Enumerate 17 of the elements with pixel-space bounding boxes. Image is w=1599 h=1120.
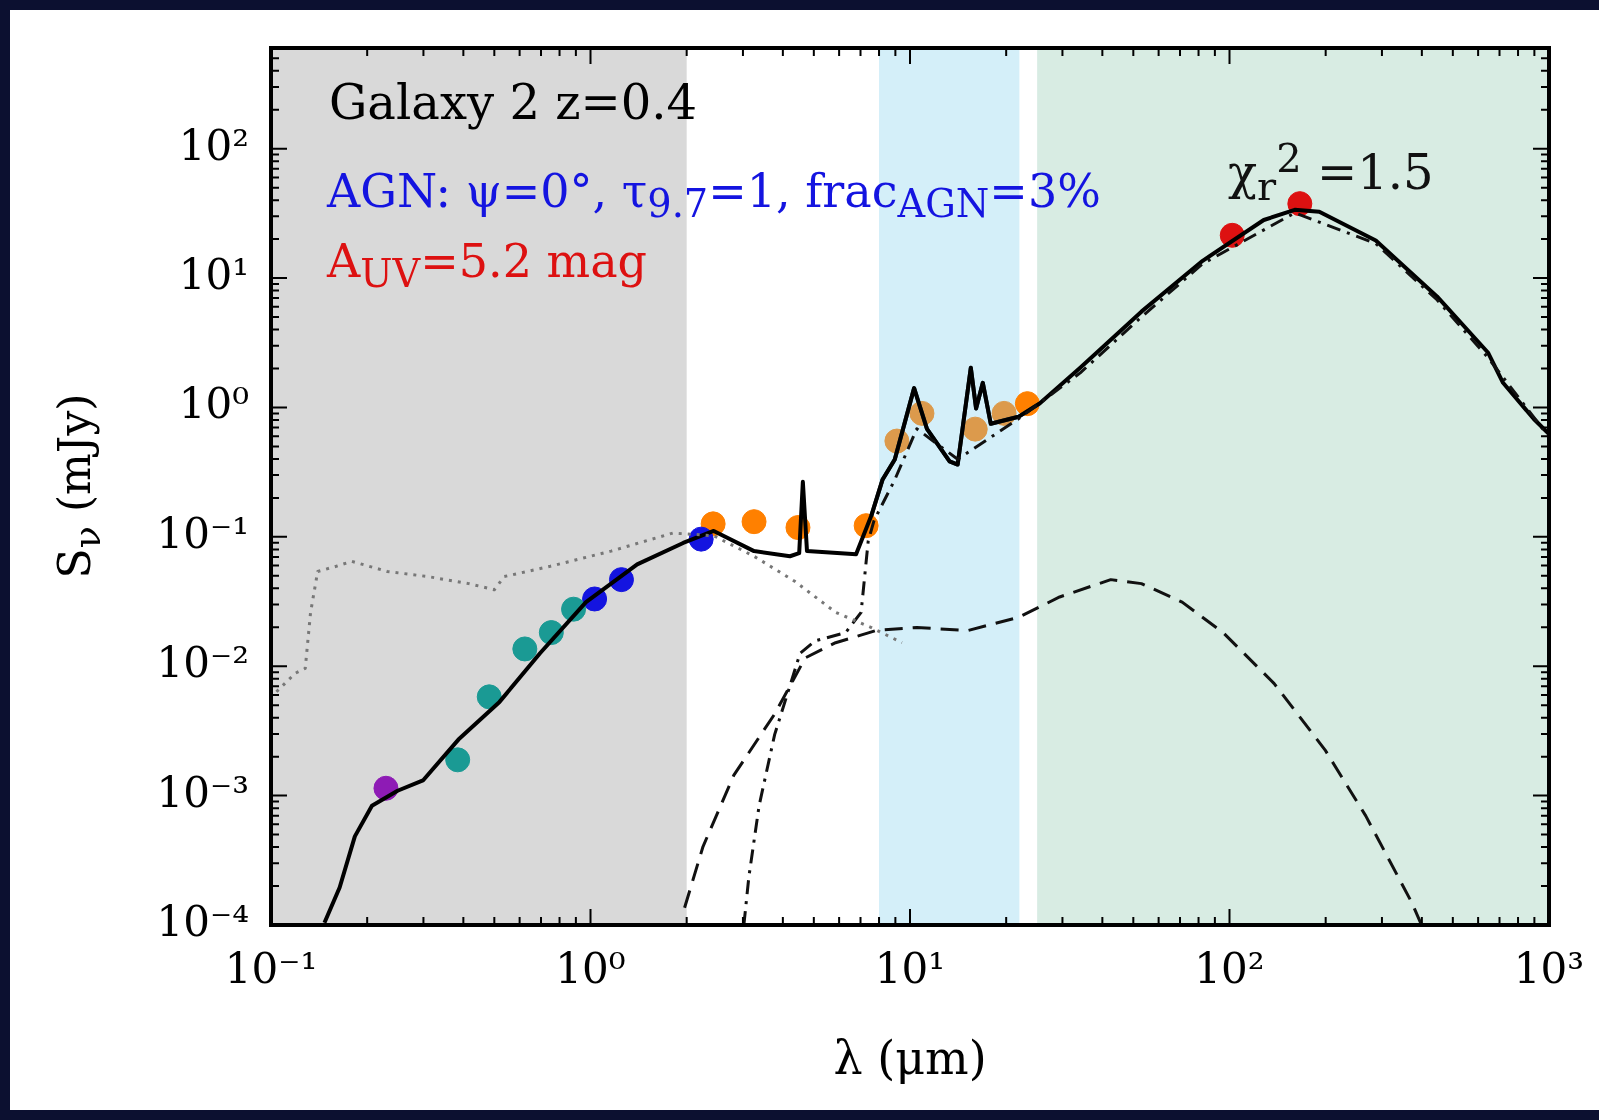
y-tick-label: 10⁰: [178, 379, 249, 429]
x-tick-label: 10²: [1194, 944, 1265, 994]
y-tick-label: 10⁻¹: [156, 508, 249, 558]
y-tick-label: 10¹: [178, 249, 249, 299]
annotation: χ$_{r}$$^{2}$ =1.5: [1228, 135, 1434, 209]
x-tick-label: 10¹: [874, 944, 946, 994]
x-tick-label: 10⁻¹: [224, 944, 318, 994]
y-tick-label: 10²: [178, 120, 249, 170]
x-axis-title: λ (μm): [833, 1031, 987, 1085]
y-tick-label: 10⁻²: [156, 638, 249, 688]
y-tick-label: 10⁻³: [156, 767, 249, 817]
annotation: A$_{UV}$=5.2 mag: [327, 234, 648, 297]
y-tick-label: 10⁻⁴: [156, 896, 249, 946]
annotation: Galaxy 2 z=0.4: [329, 74, 698, 130]
x-tick-label: 10⁰: [555, 944, 626, 994]
x-tick-label: 10³: [1513, 944, 1585, 994]
annotation: AGN: ψ=0°, τ$_{9.7}$=1, frac$_{AGN}$=3%: [327, 164, 1101, 227]
